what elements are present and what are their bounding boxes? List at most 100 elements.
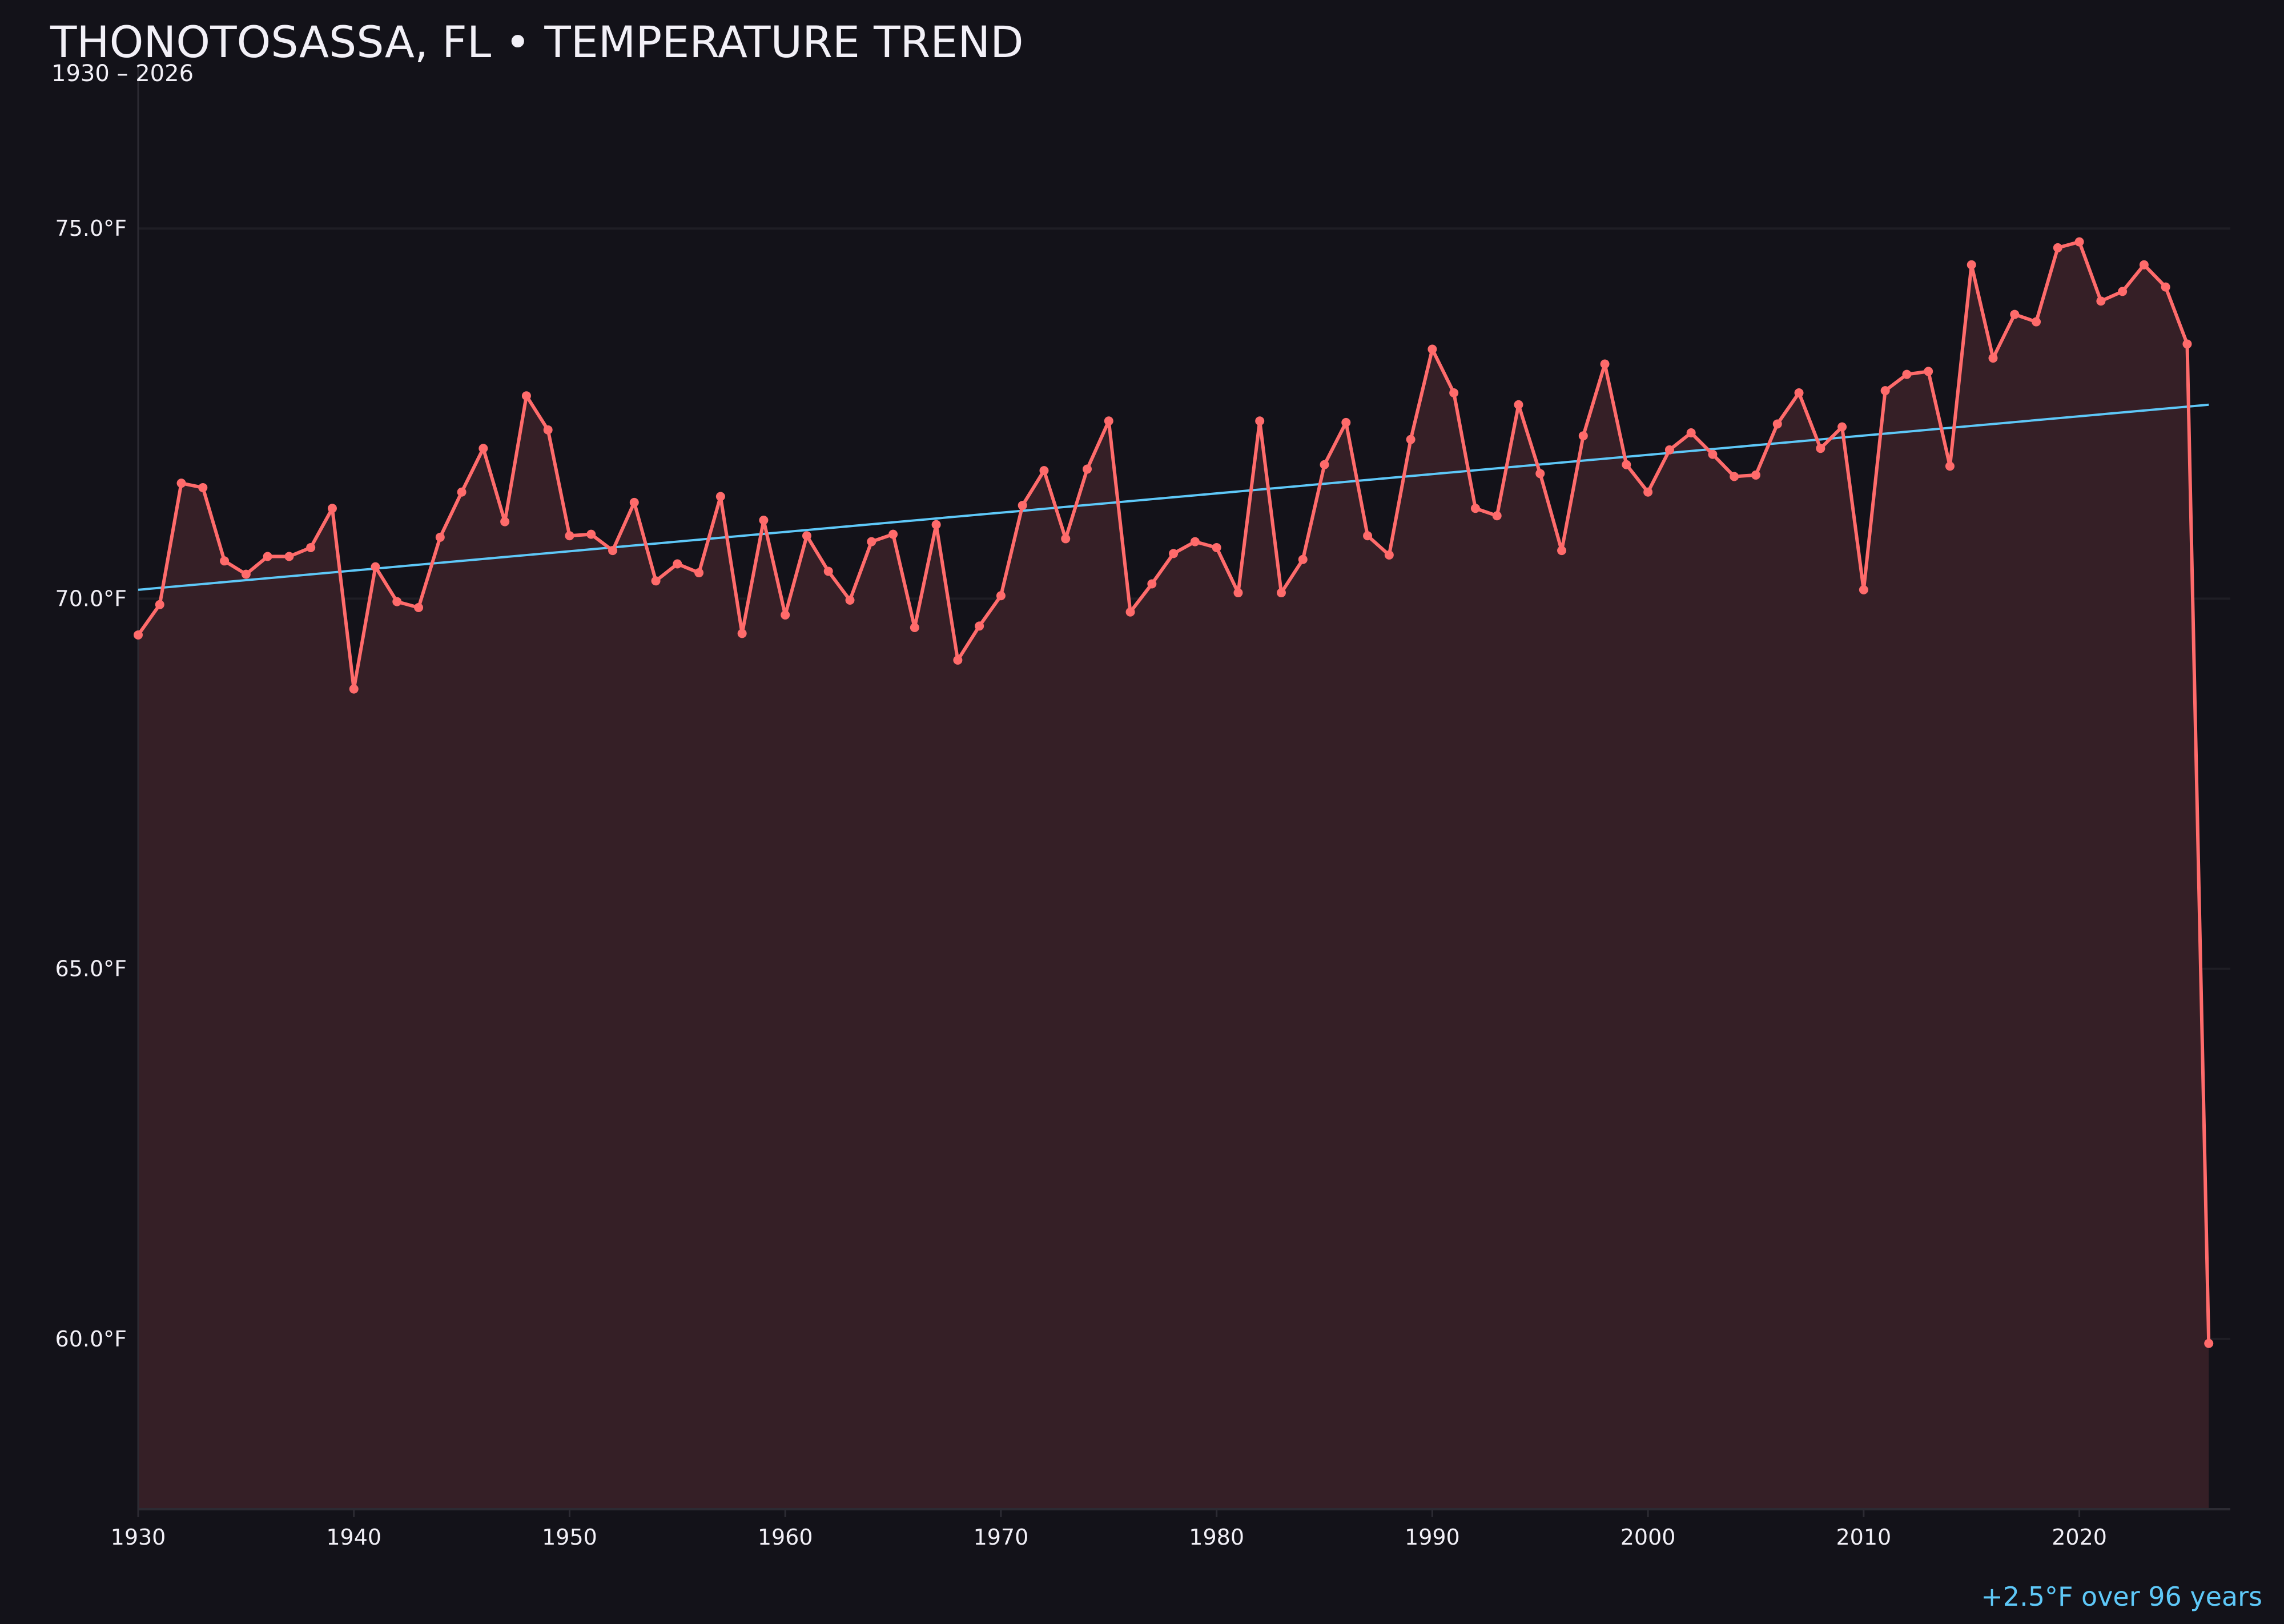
- data-points: [134, 237, 2214, 1348]
- data-point: [392, 597, 402, 606]
- data-point: [2161, 282, 2170, 292]
- data-point: [263, 552, 272, 561]
- data-point: [608, 546, 618, 556]
- data-point: [996, 591, 1006, 601]
- data-point: [1018, 501, 1027, 510]
- area-fill: [138, 242, 2209, 1509]
- data-point: [823, 566, 833, 576]
- data-point: [1104, 416, 1113, 426]
- chart-subtitle: 1930 – 2026: [51, 61, 194, 87]
- data-point: [759, 515, 769, 525]
- data-point: [1967, 260, 1976, 270]
- data-point: [1557, 546, 1567, 556]
- data-point: [414, 602, 424, 612]
- data-point: [565, 531, 574, 541]
- data-point: [1772, 419, 1782, 429]
- x-tick-label: 1940: [326, 1525, 381, 1550]
- data-point: [1514, 400, 1523, 409]
- data-point: [1427, 344, 1437, 354]
- data-point: [371, 562, 380, 572]
- data-point: [1083, 464, 1092, 474]
- data-point: [306, 542, 316, 552]
- data-point: [1449, 388, 1459, 398]
- data-point: [1233, 588, 1243, 598]
- data-point: [2204, 1338, 2214, 1348]
- x-axis-ticks: 1930 1940 1950 1960 1970 1980 1990 2000 2010 2020: [111, 1509, 2107, 1550]
- data-point: [1859, 585, 1868, 594]
- trend-annotation: +2.5°F over 96 years: [1981, 1581, 2262, 1612]
- data-point: [867, 537, 876, 546]
- y-tick-label: 65.0°F: [55, 956, 127, 982]
- data-point: [1190, 537, 1200, 546]
- data-point: [1988, 353, 1998, 363]
- x-tick-label: 2010: [1836, 1525, 1891, 1550]
- data-point: [586, 529, 596, 539]
- y-tick-label: 70.0°F: [55, 586, 127, 611]
- data-point: [888, 529, 898, 539]
- data-point: [457, 487, 467, 497]
- data-point: [953, 656, 963, 665]
- data-point: [802, 531, 811, 541]
- data-point: [1406, 435, 1416, 444]
- data-point: [1276, 588, 1286, 598]
- data-point: [1751, 470, 1760, 480]
- data-point: [1212, 542, 1221, 552]
- data-point: [1686, 428, 1696, 438]
- data-point: [543, 425, 553, 435]
- data-point: [845, 596, 855, 605]
- x-tick-label: 1950: [542, 1525, 597, 1550]
- data-point: [737, 629, 747, 638]
- trend-line: [138, 403, 2209, 591]
- data-point: [781, 610, 790, 620]
- data-point: [2096, 296, 2106, 306]
- x-tick-label: 1970: [974, 1525, 1029, 1550]
- data-point: [651, 576, 661, 586]
- x-tick-label: 1990: [1405, 1525, 1460, 1550]
- data-point: [931, 520, 941, 529]
- data-point: [1837, 422, 1847, 432]
- data-point: [1384, 550, 1394, 560]
- data-point: [1492, 511, 1502, 521]
- data-point: [1125, 607, 1135, 617]
- data-point: [1298, 554, 1308, 564]
- data-point: [1880, 386, 1890, 396]
- y-axis-ticks: 60.0°F 65.0°F 70.0°F 75.0°F: [55, 216, 127, 1352]
- x-tick-label: 2020: [2052, 1525, 2107, 1550]
- data-point: [435, 532, 445, 542]
- data-point: [1470, 504, 1480, 513]
- data-point: [1664, 445, 1674, 455]
- data-point: [2032, 317, 2041, 327]
- y-tick-label: 75.0°F: [55, 216, 127, 241]
- data-point: [2182, 339, 2192, 349]
- y-tick-label: 60.0°F: [55, 1326, 127, 1352]
- data-point: [521, 391, 531, 401]
- x-tick-label: 2000: [1620, 1525, 1676, 1550]
- data-point: [327, 504, 337, 513]
- data-point: [2139, 260, 2149, 270]
- data-point: [1600, 359, 1610, 369]
- data-point: [1643, 487, 1653, 497]
- data-point: [694, 568, 704, 578]
- x-tick-label: 1980: [1189, 1525, 1244, 1550]
- data-point: [910, 622, 919, 632]
- data-point: [1924, 367, 1933, 376]
- data-point: [673, 559, 682, 569]
- data-point: [2010, 309, 2020, 319]
- data-point: [349, 684, 359, 694]
- data-point: [975, 621, 984, 631]
- data-point: [1622, 460, 1631, 469]
- data-point: [1320, 460, 1329, 469]
- data-point: [715, 492, 725, 501]
- data-point: [1902, 369, 1912, 379]
- data-point: [1061, 534, 1071, 544]
- data-point: [478, 444, 488, 453]
- data-point: [284, 552, 294, 561]
- data-point: [1039, 466, 1049, 476]
- data-point: [500, 517, 510, 526]
- data-point: [241, 569, 251, 579]
- data-point: [2053, 243, 2062, 252]
- data-point: [155, 600, 164, 609]
- chart-title: THONOTOSASSA, FL • TEMPERATURE TREND: [50, 17, 1024, 67]
- data-point: [1794, 388, 1804, 398]
